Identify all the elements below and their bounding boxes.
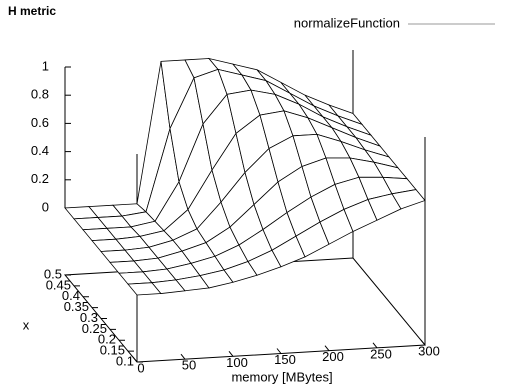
x-tick	[132, 356, 138, 363]
surface-cell	[391, 189, 426, 210]
x-tick-label: 300	[418, 343, 440, 358]
x-tick	[180, 353, 186, 360]
x-tick-label: 200	[322, 349, 344, 364]
x-tick-label: 0	[137, 360, 144, 375]
x-tick	[420, 339, 426, 346]
y-tick-label: 0.2	[98, 332, 116, 347]
z-tick-label: 0.8	[31, 87, 49, 102]
y-tick-label: 0.15	[100, 343, 125, 358]
x-axis-label: memory [MBytes]	[231, 369, 332, 384]
x-tick	[372, 342, 378, 349]
y-tick-label: 0.35	[64, 299, 89, 314]
y-tick-label: 0.25	[82, 321, 107, 336]
chart-title: H metric	[8, 4, 56, 18]
x-tick	[228, 351, 234, 357]
z-tick-label: 0.6	[31, 115, 49, 130]
z-tick-label: 0.2	[31, 171, 49, 186]
y-axis-label: x	[23, 317, 30, 332]
x-tick-label: 150	[274, 352, 296, 367]
legend-label: normalizeFunction	[294, 15, 400, 30]
x-tick-label: 250	[370, 346, 392, 361]
z-tick-label: 1	[42, 58, 49, 73]
z-tick-label: 0.4	[31, 143, 49, 158]
y-tick-label: 0.45	[46, 277, 71, 292]
y-tick-label: 0.3	[80, 310, 98, 325]
x-tick	[276, 348, 282, 354]
x-tick-label: 100	[226, 355, 248, 370]
y-tick-label: 0.4	[62, 288, 80, 303]
z-tick-label: 0	[42, 199, 49, 214]
y-tick-label: 0.5	[44, 266, 62, 281]
y-tick-label: 0.1	[116, 353, 134, 368]
x-tick	[324, 345, 330, 351]
x-tick-label: 50	[182, 358, 196, 373]
